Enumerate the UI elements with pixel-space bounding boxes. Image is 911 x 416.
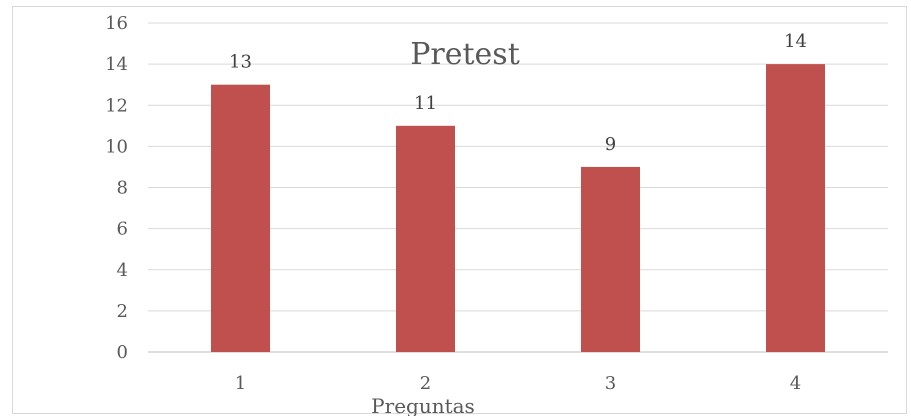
y-tick-label: 6 (117, 219, 128, 240)
bar (766, 64, 825, 352)
chart-frame (12, 6, 907, 414)
data-label: 9 (605, 134, 616, 155)
y-tick-label: 12 (105, 95, 128, 116)
x-axis-title: Preguntas (371, 394, 475, 416)
bar (581, 166, 640, 352)
x-tick-label: 4 (790, 373, 801, 394)
x-tick-label: 1 (235, 373, 246, 394)
chart-title: Pretest (410, 37, 520, 72)
x-tick-label: 2 (420, 373, 431, 394)
data-label: 11 (414, 93, 437, 114)
y-tick-label: 16 (105, 13, 128, 34)
bar (396, 125, 455, 352)
y-tick-label: 8 (117, 178, 128, 199)
bar (211, 84, 270, 352)
x-tick-label: 3 (605, 373, 616, 394)
bars (211, 64, 825, 352)
y-tick-label: 14 (105, 54, 128, 75)
y-tick-label: 4 (117, 260, 128, 281)
y-tick-label: 2 (117, 301, 128, 322)
gridlines (148, 22, 888, 353)
data-label: 14 (784, 31, 807, 52)
y-tick-label: 0 (117, 342, 128, 363)
data-label: 13 (229, 52, 252, 73)
y-tick-label: 10 (105, 136, 128, 157)
